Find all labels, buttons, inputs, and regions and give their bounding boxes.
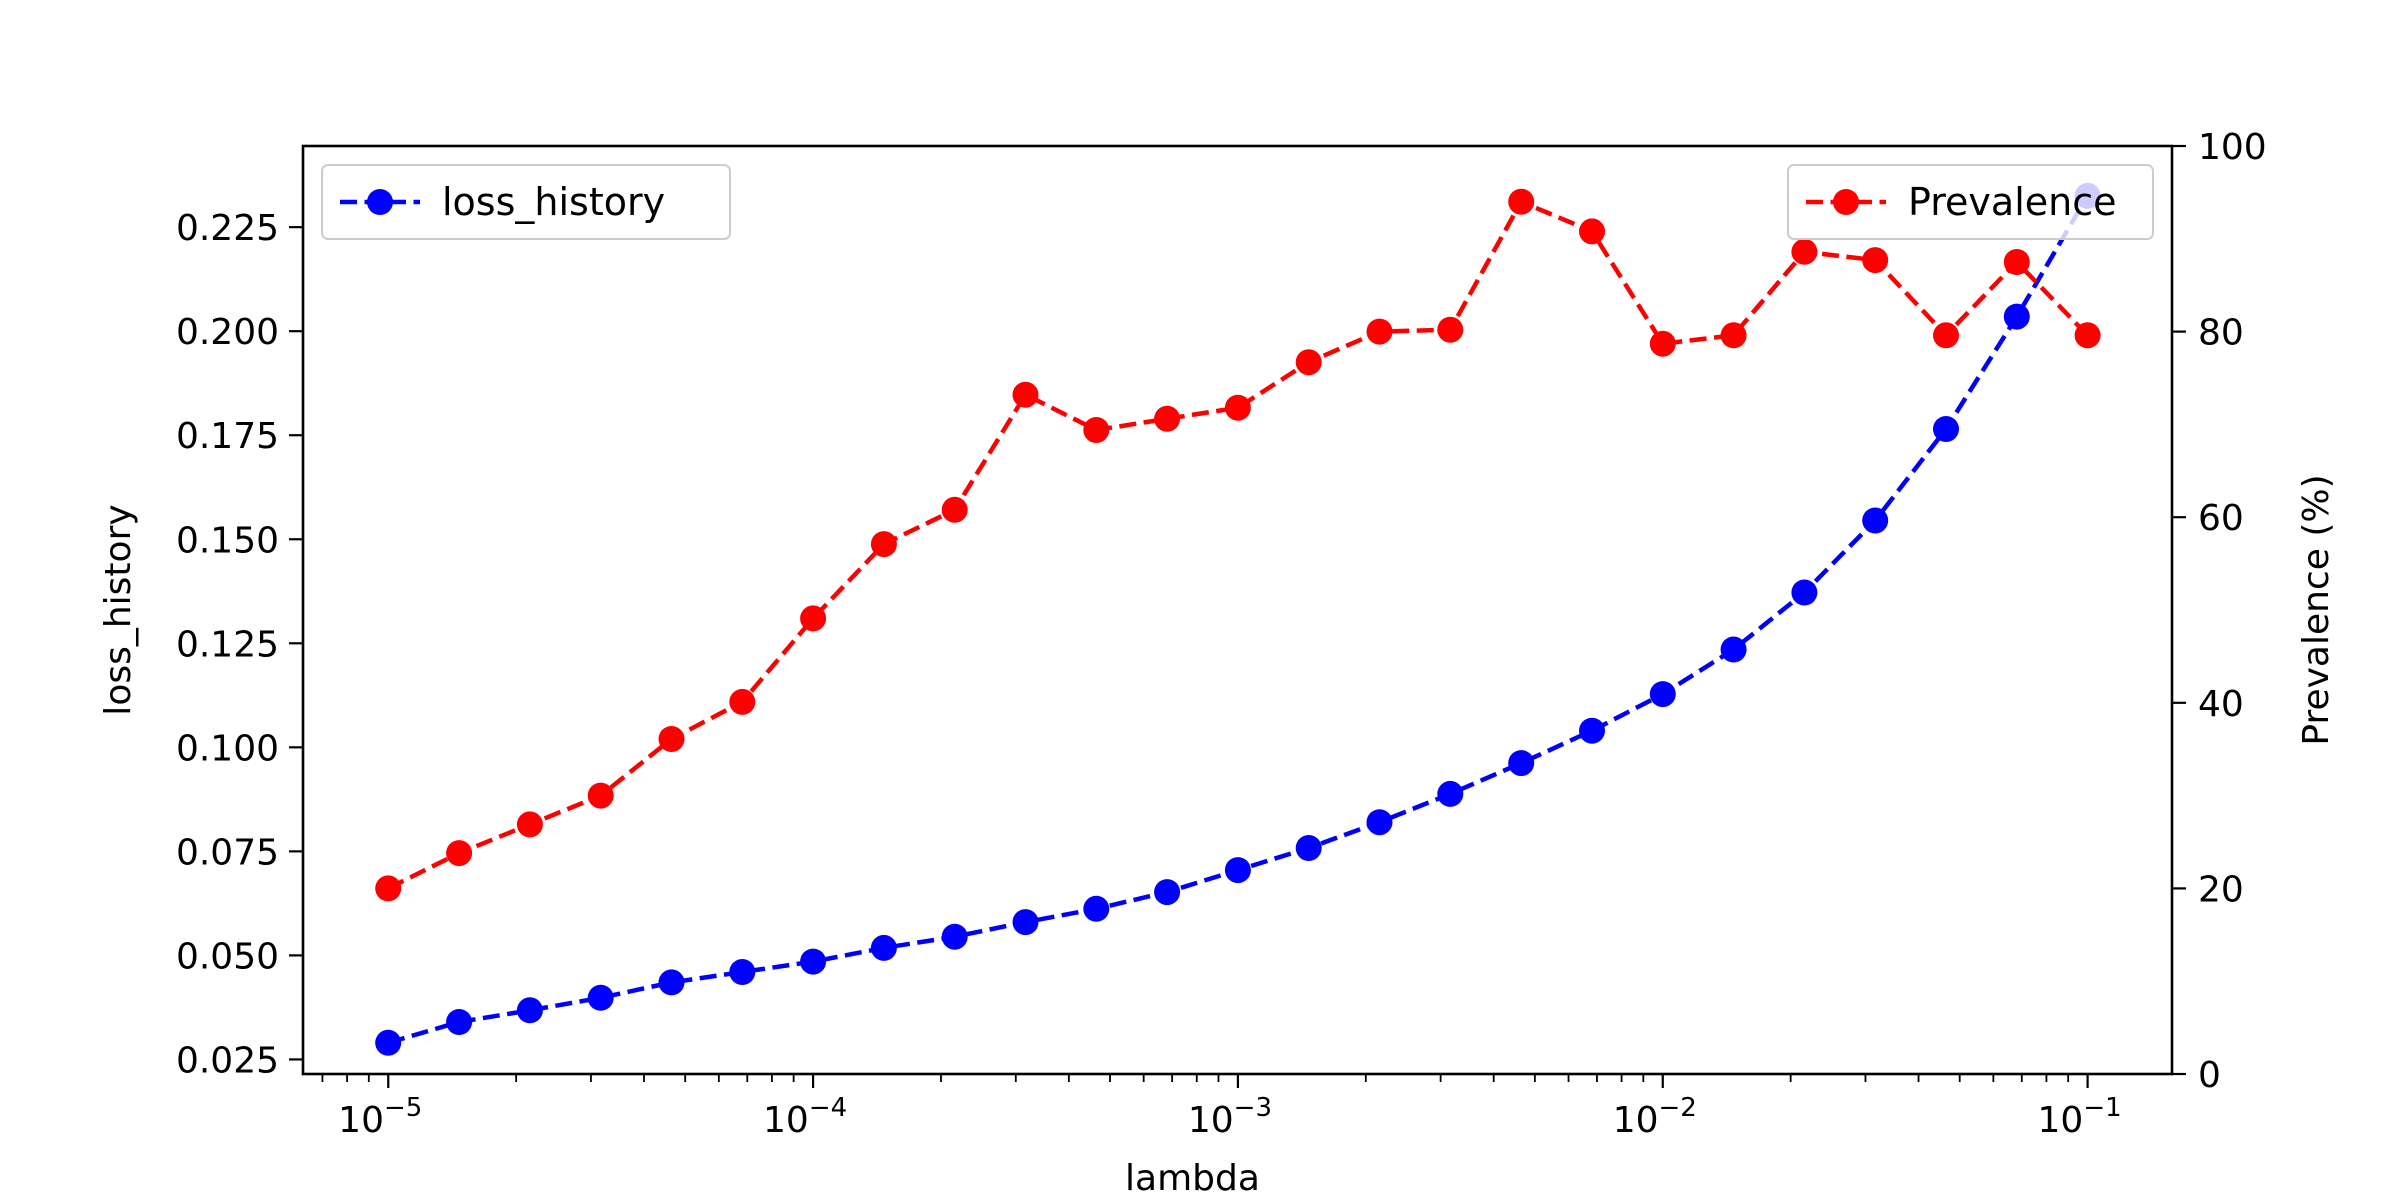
series-loss-history [375, 182, 2101, 1056]
data-point [587, 782, 614, 809]
left-y-tick-label: 0.150 [176, 520, 279, 561]
data-point [1933, 322, 1959, 349]
data-point [1720, 636, 1747, 663]
right-y-tick-label: 80 [2198, 313, 2244, 354]
data-point [1791, 579, 1818, 606]
data-point [1154, 879, 1181, 906]
legend-box [321, 164, 731, 240]
legend-layer: loss_history Prevalence [321, 164, 2154, 240]
legend-loss-history: loss_history [321, 164, 731, 240]
data-point [516, 811, 543, 838]
legend-marker [367, 189, 393, 215]
left-y-tick-label: 0.225 [176, 208, 279, 249]
right-y-axis-label: Prevalence (%) [2296, 474, 2337, 745]
data-point [1791, 238, 1818, 265]
x-tick-label: 10−4 [763, 1093, 847, 1141]
data-point [1579, 717, 1605, 744]
data-point [729, 688, 756, 715]
data-point [516, 997, 543, 1024]
x-tick-label: 10−3 [1188, 1093, 1272, 1141]
data-point [2074, 322, 2101, 349]
data-point [1154, 405, 1181, 432]
data-point [2003, 303, 2030, 330]
data-point [1862, 247, 1889, 274]
data-point [1720, 322, 1747, 349]
data-point [2003, 249, 2030, 275]
data-point [941, 496, 968, 523]
left-y-tick-label: 0.100 [176, 728, 279, 769]
right-y-tick-label: 100 [2198, 127, 2267, 168]
data-point [1366, 318, 1393, 345]
data-point [1862, 507, 1889, 534]
left-y-tick-label: 0.050 [176, 936, 279, 977]
x-tick-label: 10−2 [1613, 1093, 1697, 1141]
data-point [1224, 857, 1251, 884]
data-point [1933, 416, 1959, 442]
data-point [1083, 895, 1110, 922]
legend-box [1787, 164, 2154, 240]
legend-label: Prevalence [1908, 180, 2116, 224]
left-y-tick-label: 0.175 [176, 416, 279, 457]
data-point [658, 969, 685, 996]
data-point [1295, 835, 1322, 861]
legend-prevalence: Prevalence [1787, 164, 2154, 240]
data-point [1508, 188, 1535, 215]
data-point [375, 1029, 402, 1056]
data-point [1579, 218, 1605, 245]
left-y-axis-label: loss_history [98, 504, 139, 715]
data-point [1224, 394, 1251, 421]
data-point [1366, 809, 1393, 836]
data-point [1295, 349, 1322, 376]
right-y-tick-label: 60 [2198, 498, 2244, 539]
right-y-tick-label: 40 [2198, 684, 2244, 725]
data-point [800, 605, 827, 632]
data-point [1437, 316, 1464, 343]
data-point [1508, 750, 1535, 777]
axes-layer: 10−5 10−4 10−3 10−2 10−1 0.025 0.050 0.075 0.100… [98, 127, 2337, 1199]
data-point [446, 840, 473, 867]
series-layer [375, 182, 2101, 1056]
data-point [870, 531, 897, 558]
data-point [446, 1009, 473, 1035]
legend-marker [1833, 189, 1859, 215]
left-y-tick-label: 0.025 [176, 1040, 279, 1081]
left-y-tick-label: 0.200 [176, 312, 279, 353]
right-y-tick-label: 20 [2198, 869, 2244, 910]
x-axis-label: lambda [1125, 1158, 1260, 1199]
x-tick-label: 10−1 [2038, 1093, 2122, 1141]
data-point [870, 934, 897, 961]
data-point [1649, 681, 1676, 708]
data-point [800, 948, 827, 975]
left-y-tick-label: 0.125 [176, 624, 279, 665]
data-point [941, 923, 968, 950]
data-point [375, 875, 402, 902]
x-tick-label: 10−5 [338, 1093, 422, 1141]
right-y-tick-label: 0 [2198, 1055, 2221, 1096]
data-point [1649, 330, 1676, 357]
data-point [1012, 381, 1039, 408]
data-point [729, 959, 756, 985]
data-point [587, 984, 614, 1011]
data-point [1437, 780, 1464, 807]
series-prevalence [375, 188, 2101, 902]
legend-label: loss_history [442, 180, 665, 224]
left-y-tick-label: 0.075 [176, 832, 279, 873]
data-point [1083, 417, 1110, 443]
data-point [1012, 909, 1039, 936]
data-point [658, 726, 685, 752]
